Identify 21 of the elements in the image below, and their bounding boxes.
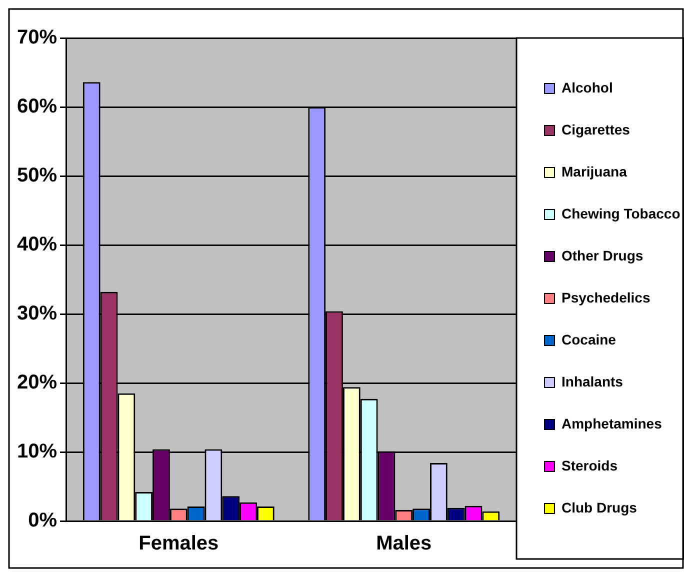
legend-label: Other Drugs	[562, 247, 644, 264]
legend-label: Marijuana	[562, 163, 628, 180]
y-tick-label: 0%	[28, 510, 58, 532]
legend-label: Steroids	[562, 457, 618, 474]
legend-label: Club Drugs	[562, 499, 638, 516]
y-tick-label: 20%	[17, 372, 58, 394]
legend-label: Cocaine	[562, 331, 616, 348]
y-tick-label: 60%	[17, 96, 58, 118]
legend-label: Chewing Tobacco	[562, 205, 680, 222]
legend-label: Inhalants	[562, 373, 624, 390]
x-tick-label: Females	[138, 532, 219, 555]
y-tick-label: 40%	[17, 234, 58, 256]
y-tick-label: 70%	[17, 26, 58, 49]
y-tick-label: 10%	[17, 440, 58, 463]
y-tick-label: 50%	[17, 164, 58, 187]
legend-label: Cigarettes	[562, 121, 630, 138]
legend-label: Psychedelics	[562, 289, 650, 306]
legend-label: Alcohol	[562, 79, 613, 96]
legend-label: Amphetamines	[562, 415, 662, 432]
y-tick-label: 30%	[17, 302, 58, 325]
x-tick-label: Males	[376, 532, 432, 555]
